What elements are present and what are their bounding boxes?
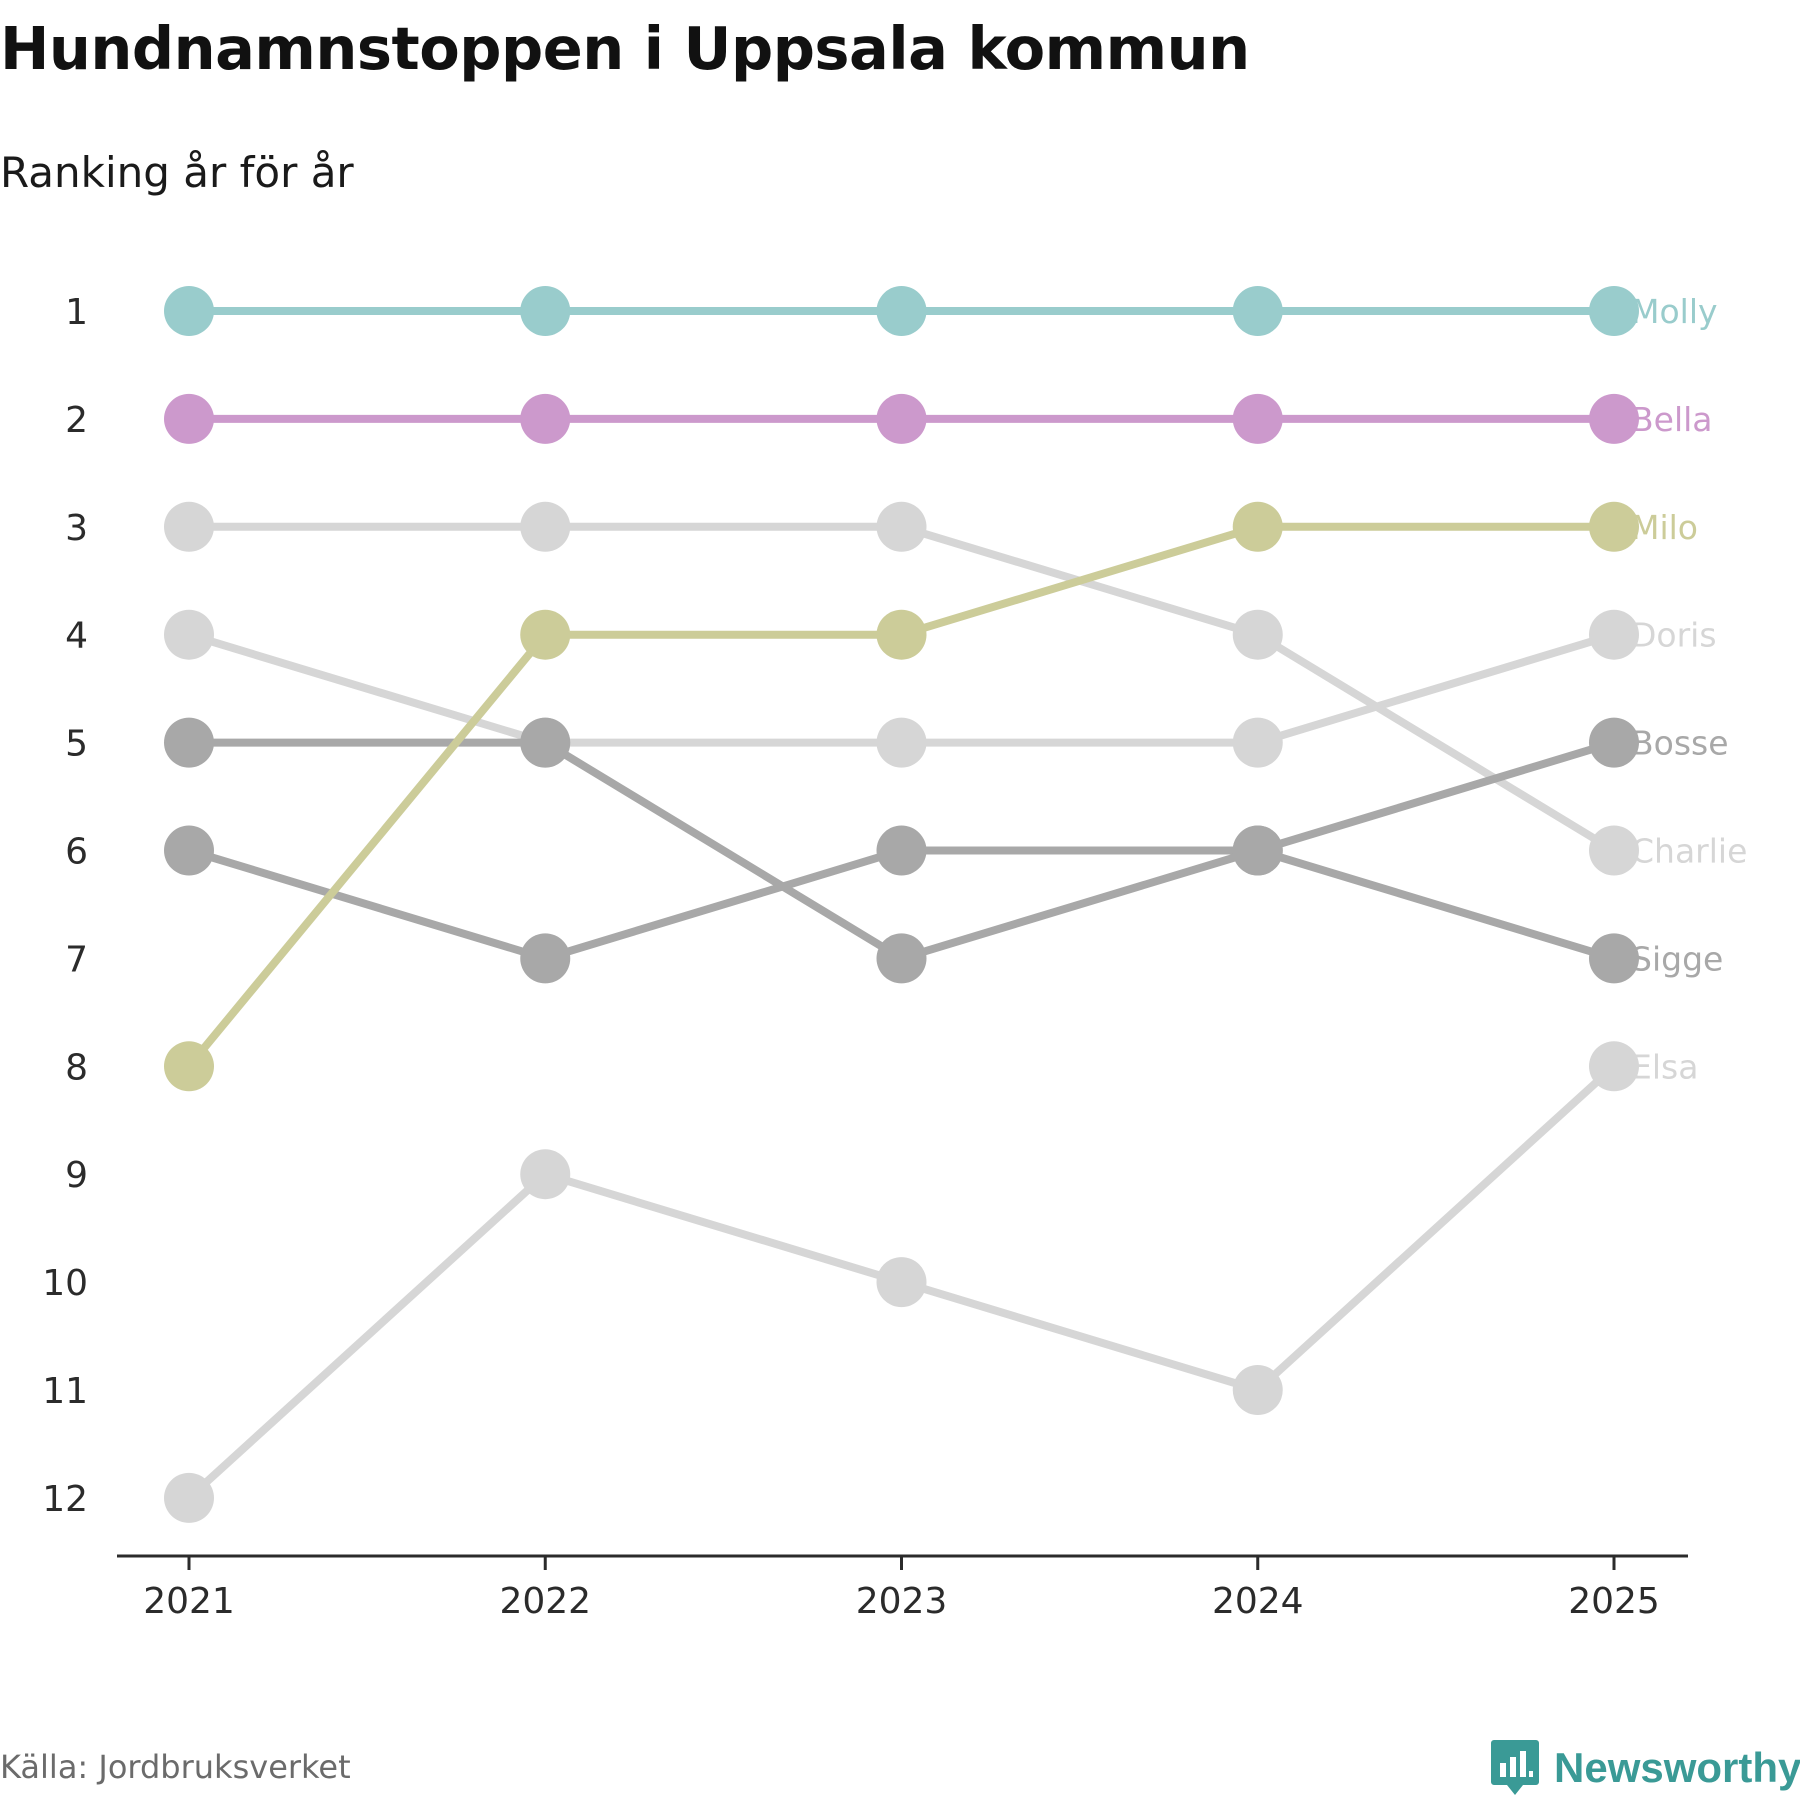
- data-point-bella: [520, 393, 571, 444]
- data-point-elsa: [164, 1472, 214, 1523]
- newsworthy-logo: Newsworthy: [1490, 1738, 1800, 1798]
- x-tick-label: 2024: [1212, 1581, 1304, 1622]
- end-label-doris: Doris: [1631, 616, 1717, 655]
- data-point-doris: [1232, 717, 1283, 768]
- source-note: Källa: Jordbruksverket: [0, 1748, 351, 1786]
- data-point-charlie: [1589, 825, 1639, 876]
- data-point-sigge: [164, 825, 214, 876]
- series-elsa: [164, 1041, 1639, 1523]
- data-point-charlie: [1232, 609, 1283, 660]
- end-label-bella: Bella: [1631, 400, 1713, 439]
- x-tick-label: 2021: [143, 1581, 235, 1622]
- series-charlie: [164, 501, 1639, 876]
- x-tick-label: 2025: [1568, 1581, 1660, 1622]
- series-bosse: [164, 717, 1639, 984]
- x-tick-label: 2023: [856, 1581, 948, 1622]
- y-tick-label: 7: [65, 939, 88, 980]
- data-point-milo: [1589, 501, 1639, 552]
- data-point-bosse: [1232, 825, 1283, 876]
- y-tick-label: 12: [42, 1479, 88, 1520]
- data-point-bosse: [164, 717, 214, 768]
- data-point-elsa: [1589, 1041, 1639, 1092]
- data-point-sigge: [876, 825, 927, 876]
- y-tick-label: 10: [42, 1263, 88, 1304]
- y-tick-label: 6: [65, 832, 88, 873]
- y-tick-label: 2: [65, 400, 88, 441]
- y-tick-label: 5: [65, 724, 88, 765]
- data-point-charlie: [520, 501, 571, 552]
- data-point-sigge: [520, 933, 571, 984]
- y-tick-label: 1: [65, 292, 88, 333]
- data-point-elsa: [876, 1257, 927, 1308]
- end-label-layer: Elsa Charlie Doris Sigge Bosse Milo Bella Molly: [1631, 292, 1747, 1086]
- data-point-doris: [1589, 609, 1639, 660]
- data-point-bosse: [876, 933, 927, 984]
- data-point-milo: [1232, 501, 1283, 552]
- chart-subtitle: Ranking år för år: [0, 148, 354, 197]
- data-point-charlie: [876, 501, 927, 552]
- y-tick-label: 4: [65, 616, 88, 657]
- data-point-milo: [164, 1041, 214, 1092]
- data-point-bella: [164, 393, 214, 444]
- end-label-sigge: Sigge: [1631, 939, 1723, 978]
- data-point-milo: [876, 609, 927, 660]
- data-point-molly: [164, 286, 214, 336]
- y-tick-label: 8: [65, 1047, 88, 1088]
- data-point-elsa: [1232, 1365, 1283, 1415]
- series-layer: [164, 286, 1639, 1523]
- end-label-charlie: Charlie: [1631, 832, 1747, 871]
- y-tick-label: 3: [65, 508, 88, 549]
- end-label-elsa: Elsa: [1631, 1047, 1698, 1086]
- data-point-bella: [876, 393, 927, 444]
- data-point-doris: [876, 717, 927, 768]
- series-milo: [164, 501, 1639, 1092]
- data-point-elsa: [520, 1149, 571, 1200]
- end-label-molly: Molly: [1631, 292, 1718, 331]
- series-molly: [164, 286, 1639, 336]
- data-point-bosse: [1589, 717, 1639, 768]
- data-point-sigge: [1589, 933, 1639, 984]
- series-line-milo: [185, 522, 1618, 1071]
- y-tick-label: 9: [65, 1155, 88, 1196]
- end-label-bosse: Bosse: [1631, 724, 1729, 763]
- data-point-milo: [520, 609, 571, 660]
- series-bella: [164, 393, 1639, 444]
- data-point-charlie: [164, 501, 214, 552]
- data-point-doris: [164, 609, 214, 660]
- data-point-bella: [1589, 393, 1639, 444]
- data-point-bosse: [520, 717, 571, 768]
- data-point-bella: [1232, 393, 1283, 444]
- y-tick-label: 11: [42, 1371, 88, 1412]
- data-point-molly: [520, 286, 571, 336]
- end-label-milo: Milo: [1631, 508, 1698, 547]
- x-tick-label: 2022: [499, 1581, 591, 1622]
- chart-title: Hundnamnstoppen i Uppsala kommun: [0, 14, 1250, 83]
- data-point-molly: [1232, 286, 1283, 336]
- brand-name: Newsworthy: [1554, 1744, 1800, 1791]
- data-point-molly: [876, 286, 927, 336]
- data-point-molly: [1589, 286, 1639, 336]
- newsworthy-logo-icon: [1491, 1740, 1539, 1795]
